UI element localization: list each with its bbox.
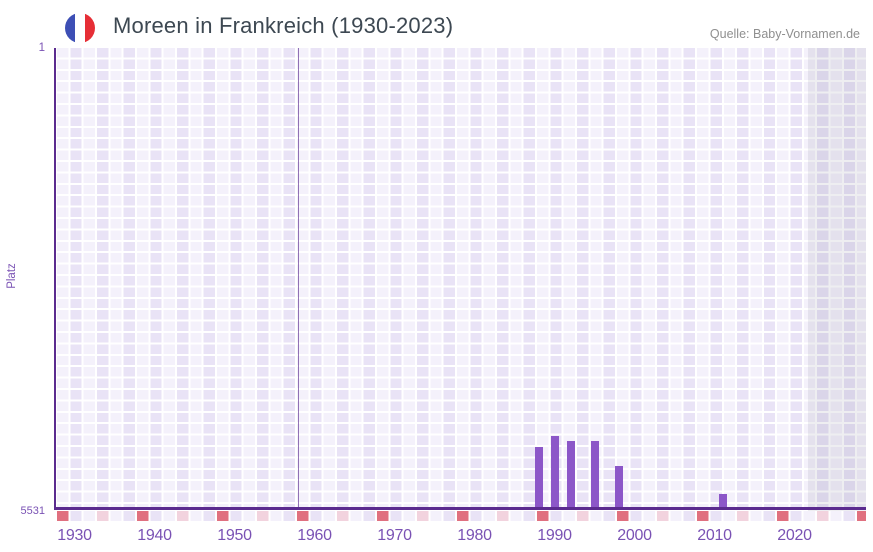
france-flag-icon [65,13,95,43]
bar-1998[interactable] [614,466,623,507]
x-tick-2000: 2000 [617,527,652,544]
source-credit: Quelle: Baby-Vornamen.de [709,27,860,41]
y-tick-top: 1 [38,42,45,54]
x-tick-1950: 1950 [217,527,252,544]
x-tick-1930: 1930 [57,527,92,544]
bar-1995[interactable] [590,440,599,507]
bar-1992[interactable] [566,440,575,507]
plot-area[interactable] [57,48,866,507]
chart-title: Moreen in Frankreich (1930-2023) [113,13,454,38]
x-axis-tick-strip [57,511,866,521]
y-axis-title: Platz [6,263,18,289]
y-axis-line [54,48,56,510]
bar-2011[interactable] [718,493,727,507]
x-tick-1940: 1940 [137,527,172,544]
y-tick-bottom: 5531 [20,505,45,517]
x-tick-1970: 1970 [377,527,412,544]
x-axis-line [54,507,866,510]
bar-1990[interactable] [550,435,559,507]
x-tick-1990: 1990 [537,527,572,544]
x-tick-2010: 2010 [697,527,732,544]
bar-1988[interactable] [534,447,543,507]
x-tick-2020: 2020 [777,527,812,544]
x-tick-1980: 1980 [457,527,492,544]
x-tick-1960: 1960 [297,527,332,544]
